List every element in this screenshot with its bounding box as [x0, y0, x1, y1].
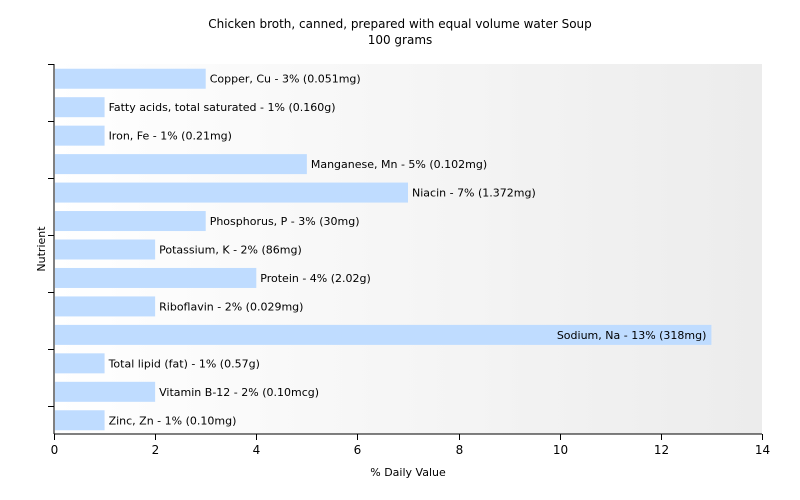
bar-fatty-acids-total-saturated	[55, 97, 105, 118]
plot-background	[54, 64, 762, 434]
x-tick-label: 10	[553, 443, 568, 457]
bar-label: Niacin - 7% (1.372mg)	[412, 187, 536, 200]
bar-label: Zinc, Zn - 1% (0.10mg)	[109, 414, 237, 427]
axes-group: 0 2 4 6 8 10 12 14	[48, 64, 770, 457]
bar-total-lipid-fat	[55, 353, 105, 374]
bar-potassium-k	[55, 239, 156, 260]
bar-vitamin-b-12	[55, 381, 156, 402]
x-tick-label: 0	[51, 443, 59, 457]
chart-title: Chicken broth, canned, prepared with equ…	[208, 17, 592, 31]
bar-label: Total lipid (fat) - 1% (0.57g)	[108, 357, 260, 370]
bar-niacin	[55, 182, 408, 203]
x-tick-label: 12	[654, 443, 669, 457]
bar-label: Iron, Fe - 1% (0.21mg)	[109, 130, 232, 143]
x-tick-label: 2	[152, 443, 160, 457]
bar-zinc-zn	[55, 410, 105, 431]
y-axis-label: Nutrient	[35, 226, 48, 272]
bar-protein	[55, 267, 257, 288]
bar-iron-fe	[55, 125, 105, 146]
bar-sodium-na	[55, 324, 712, 345]
bar-copper-cu	[55, 68, 206, 89]
bar-label: Copper, Cu - 3% (0.051mg)	[210, 73, 361, 86]
bar-label: Phosphorus, P - 3% (30mg)	[210, 215, 360, 228]
bar-label: Sodium, Na - 13% (318mg)	[557, 329, 707, 342]
x-tick-label: 14	[755, 443, 770, 457]
chart-subtitle: 100 grams	[368, 33, 433, 47]
x-axis-label: % Daily Value	[370, 466, 446, 479]
bars-group: Copper, Cu - 3% (0.051mg) Fatty acids, to…	[55, 68, 712, 431]
bar-phosphorus-p	[55, 211, 206, 232]
bar-label: Potassium, K - 2% (86mg)	[159, 244, 302, 257]
x-tick-label: 4	[253, 443, 261, 457]
x-tick-label: 8	[456, 443, 464, 457]
bar-riboflavin	[55, 296, 156, 317]
bar-manganese-mn	[55, 154, 307, 175]
bar-label: Vitamin B-12 - 2% (0.10mcg)	[159, 386, 319, 399]
x-tick-label: 6	[354, 443, 362, 457]
bar-label: Riboflavin - 2% (0.029mg)	[159, 300, 303, 313]
bar-label: Manganese, Mn - 5% (0.102mg)	[311, 158, 487, 171]
bar-label: Fatty acids, total saturated - 1% (0.160…	[109, 101, 336, 114]
bar-label: Protein - 4% (2.02g)	[260, 272, 371, 285]
